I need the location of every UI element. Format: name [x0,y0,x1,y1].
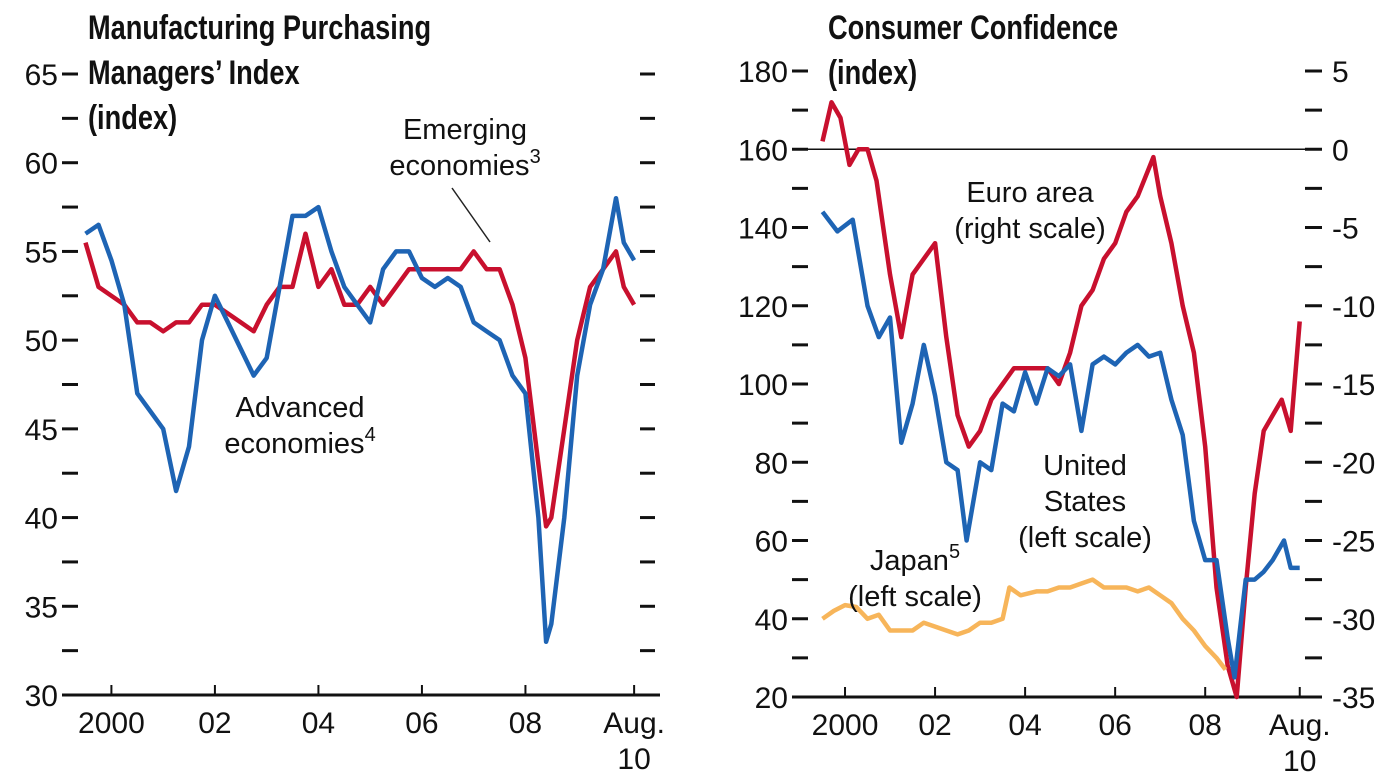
y-axis-label: (index) [88,99,178,137]
scale-note: (right scale) [954,213,1106,245]
y2-tick-label: -20 [1332,447,1375,480]
y-axis-label: (index) [828,54,918,92]
x-tick-label: 08 [509,707,542,740]
y-tick-label: 50 [25,325,58,358]
series-line [820,210,1300,680]
series-label: Euro area (right scale) [910,175,1150,247]
x-tick-label: 2000 [812,709,879,742]
x-tick-label: 08 [1189,709,1222,742]
y-tick-label: 60 [25,148,58,181]
y-tick-label: 100 [738,369,788,402]
pointer-line [451,187,491,243]
y2-tick-label: -10 [1332,291,1375,324]
y-tick-label: 55 [25,236,58,269]
series-name: Emerging economies [389,114,530,182]
x-tick-label: Aug. 10 [603,707,665,776]
series-name: Euro area [966,177,1094,209]
x-tick-label: 04 [1008,709,1041,742]
y2-tick-label: -15 [1332,369,1375,402]
x-tick-label: 02 [198,707,231,740]
y-tick-label: 60 [755,526,788,559]
scale-note: (left scale) [848,581,982,613]
y-tick-label: 120 [738,291,788,324]
y2-tick-label: 0 [1332,134,1349,167]
y-tick-label: 40 [25,503,58,536]
y2-tick-label: -30 [1332,604,1375,637]
y2-tick-label: -35 [1332,682,1375,715]
y2-tick-label: -25 [1332,526,1375,559]
y-tick-label: 20 [755,682,788,715]
x-tick-label: 06 [1098,709,1131,742]
footnote-mark: 3 [529,146,541,168]
y-tick-label: 160 [738,134,788,167]
x-tick-label: 04 [302,707,335,740]
y-tick-label: 65 [25,59,58,92]
series-line [84,195,637,645]
y-tick-label: 80 [755,447,788,480]
series-name: Japan [869,545,949,577]
y-tick-label: 45 [25,414,58,447]
y2-tick-label: -5 [1332,213,1359,246]
x-tick-label: 06 [405,707,438,740]
y-tick-label: 140 [738,213,788,246]
series-label: United States (left scale) [1000,448,1170,556]
y-tick-label: 180 [738,56,788,89]
series-line [83,231,637,529]
y-tick-label: 35 [25,591,58,624]
series-label: Japan5 (left scale) [830,541,1000,615]
scale-note: (left scale) [1018,522,1152,554]
footnote-mark: 5 [948,541,961,563]
chart-title: Manufacturing Purchasing Managers’ Index [88,9,432,92]
y2-tick-label: 5 [1332,56,1349,89]
series-line [821,577,1228,671]
footnote-mark: 4 [364,424,376,446]
series-name: Advanced economies [224,392,365,460]
x-tick-label: Aug. 10 [1269,709,1331,778]
chart-title: Consumer Confidence [828,9,1119,47]
y-tick-label: 40 [755,604,788,637]
series-label: Emerging economies3 [355,112,575,184]
series-name: United States [1043,450,1127,518]
x-tick-label: 2000 [78,707,145,740]
y-tick-label: 30 [25,680,58,713]
series-label: Advanced economies4 [190,390,410,462]
x-tick-label: 02 [918,709,951,742]
